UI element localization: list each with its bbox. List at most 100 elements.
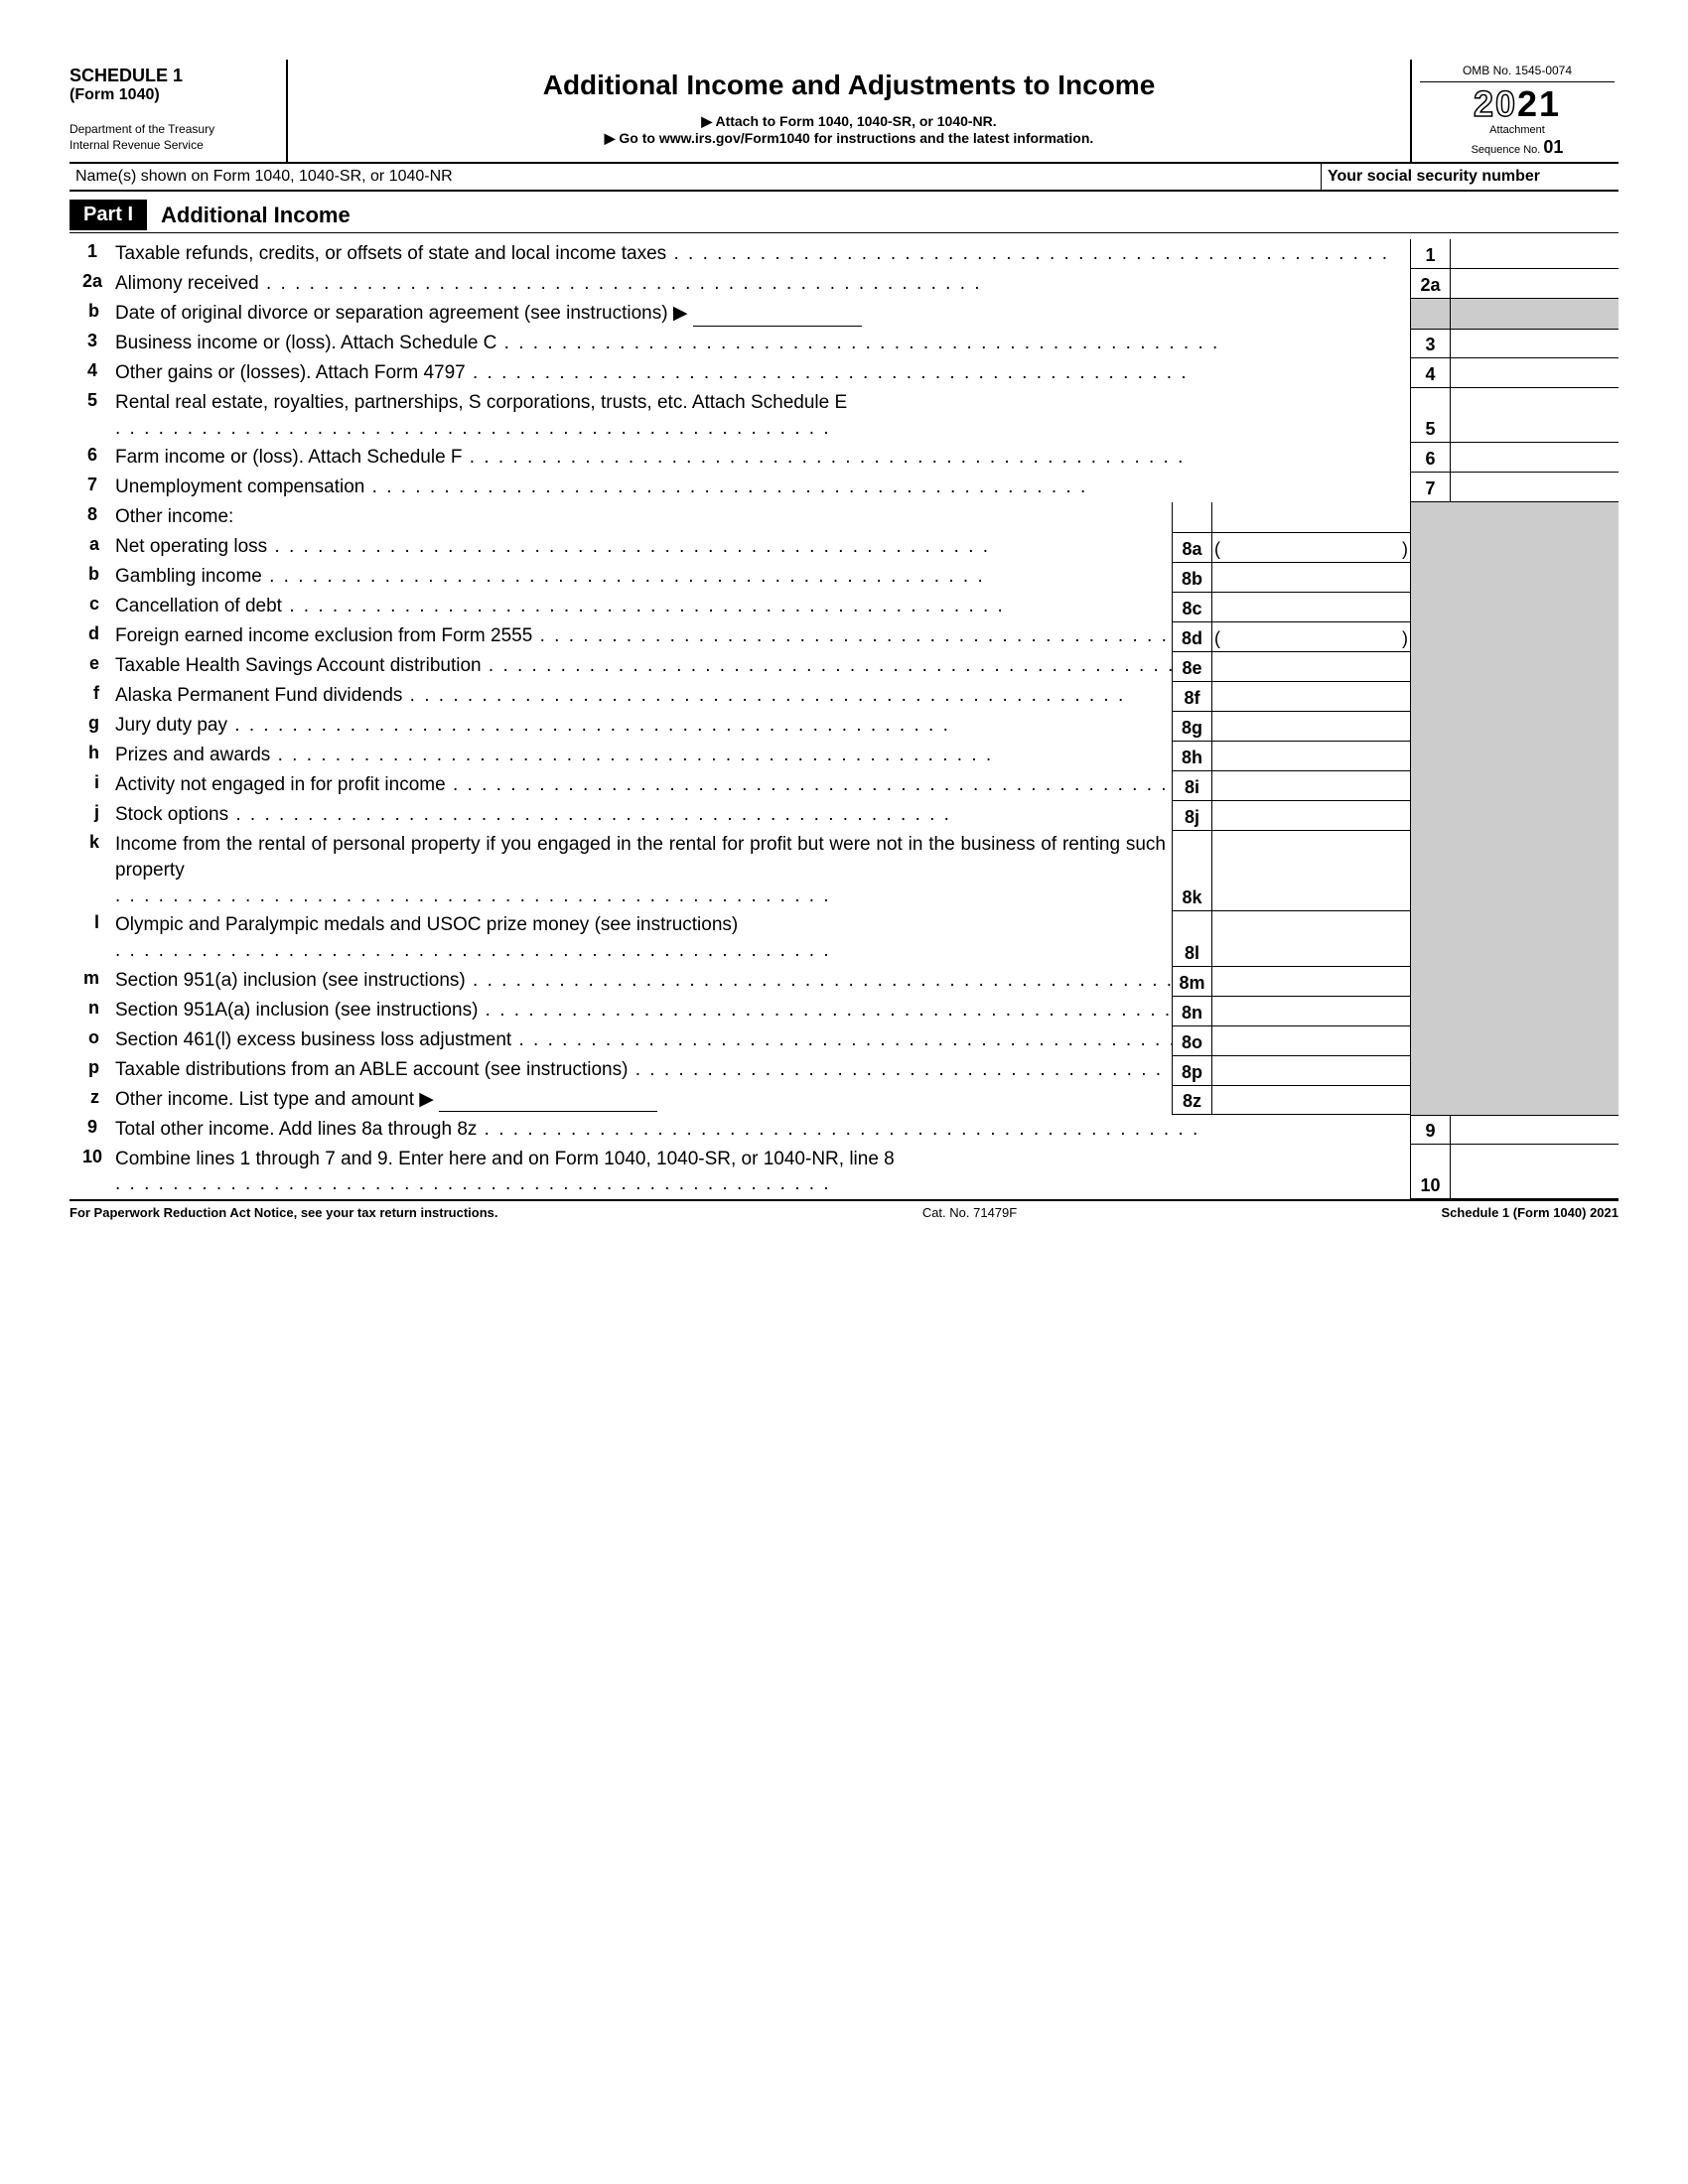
line-8c: cCancellation of debt8c (70, 592, 1618, 621)
amount-field[interactable] (1450, 269, 1618, 299)
amount-field[interactable] (1211, 800, 1410, 830)
amount-field[interactable] (1211, 910, 1410, 965)
amount-box: 3 (1410, 329, 1618, 358)
goto-instruction: ▶ Go to www.irs.gov/Form1040 for instruc… (298, 130, 1400, 147)
gray-amt (1450, 502, 1618, 532)
mid-box: 8i (1172, 770, 1618, 800)
amount-field[interactable] (1211, 830, 1410, 910)
mid-box: 8e (1172, 651, 1618, 681)
box-num: 8o (1172, 1025, 1211, 1055)
line-num: b (70, 299, 115, 322)
box-num: 8i (1172, 770, 1211, 800)
amount-field[interactable]: () (1211, 532, 1410, 562)
amount-field[interactable] (1211, 681, 1410, 711)
form-label: (Form 1040) (70, 86, 278, 104)
other-income-field[interactable] (439, 1092, 657, 1112)
header-right: OMB No. 1545-0074 2021 Attachment Sequen… (1410, 60, 1618, 162)
amount-field[interactable] (1211, 770, 1410, 800)
line-desc: Prizes and awards (115, 741, 1172, 770)
gray-col (1410, 1085, 1450, 1115)
amount-field[interactable] (1211, 592, 1410, 621)
mid-box: 8j (1172, 800, 1618, 830)
attach-instruction: ▶ Attach to Form 1040, 1040-SR, or 1040-… (298, 113, 1400, 130)
footer-right: Schedule 1 (Form 1040) 2021 (1442, 1205, 1618, 1220)
amount-field[interactable] (1450, 1145, 1618, 1199)
line-desc: Section 951(a) inclusion (see instructio… (115, 966, 1172, 996)
box-num: 2a (1410, 269, 1450, 299)
box-num: 8h (1172, 741, 1211, 770)
amount-field[interactable]: () (1211, 621, 1410, 651)
line-desc: Total other income. Add lines 8a through… (115, 1115, 1410, 1145)
mid-box: 8c (1172, 592, 1618, 621)
line-6: 6 Farm income or (loss). Attach Schedule… (70, 443, 1618, 473)
amount-field[interactable] (1450, 388, 1618, 443)
line-desc: Section 951A(a) inclusion (see instructi… (115, 996, 1172, 1025)
amount-field[interactable] (1211, 741, 1410, 770)
box-num: 4 (1410, 358, 1450, 388)
gray-amt (1450, 562, 1618, 592)
gray-col (1410, 800, 1450, 830)
amount-field[interactable] (1211, 1085, 1410, 1115)
amount-field[interactable] (1450, 1115, 1618, 1145)
amount-field[interactable] (1211, 1055, 1410, 1085)
amount-field[interactable] (1211, 651, 1410, 681)
date-field[interactable] (693, 307, 862, 327)
amount-box: 1 (1410, 239, 1618, 269)
line-desc: Gambling income (115, 562, 1172, 592)
box-num: 8b (1172, 562, 1211, 592)
amount-field[interactable] (1211, 562, 1410, 592)
line-desc: Taxable distributions from an ABLE accou… (115, 1055, 1172, 1085)
gray-amt (1450, 1085, 1618, 1115)
amount-field[interactable] (1211, 996, 1410, 1025)
line-num: b (70, 562, 115, 585)
box-num: 8z (1172, 1085, 1211, 1115)
gray-col (1410, 910, 1450, 965)
gray-amt (1450, 651, 1618, 681)
line-num: p (70, 1055, 115, 1078)
line-3: 3 Business income or (loss). Attach Sche… (70, 329, 1618, 358)
footer-center: Cat. No. 71479F (922, 1205, 1017, 1220)
gray-col (1410, 711, 1450, 741)
line-desc: Farm income or (loss). Attach Schedule F (115, 443, 1410, 473)
box-num: 8k (1172, 830, 1211, 910)
dept-line2: Internal Revenue Service (70, 138, 278, 154)
amount-field[interactable] (1450, 329, 1618, 358)
line-desc: Other income. List type and amount ▶ (115, 1085, 1172, 1115)
amount-field[interactable] (1450, 358, 1618, 388)
mid-box: 8m (1172, 966, 1618, 996)
box-num: 1 (1410, 239, 1450, 269)
mid-box: 8d() (1172, 621, 1618, 651)
line-desc: Other gains or (losses). Attach Form 479… (115, 358, 1410, 388)
ssn-field-label[interactable]: Your social security number (1321, 164, 1618, 190)
amount-field[interactable] (1211, 966, 1410, 996)
part-title: Additional Income (161, 203, 351, 228)
line-desc: Business income or (loss). Attach Schedu… (115, 329, 1410, 358)
amount-field[interactable] (1211, 711, 1410, 741)
line-8p: pTaxable distributions from an ABLE acco… (70, 1055, 1618, 1085)
line-desc: Foreign earned income exclusion from For… (115, 621, 1172, 651)
mid-box: 8f (1172, 681, 1618, 711)
amount-box: 2a (1410, 269, 1618, 299)
line-num: 8 (70, 502, 115, 525)
line-num: c (70, 592, 115, 614)
name-ssn-row: Name(s) shown on Form 1040, 1040-SR, or … (70, 164, 1618, 192)
line-7: 7 Unemployment compensation 7 (70, 473, 1618, 502)
amount-field[interactable] (1450, 443, 1618, 473)
mid-box: 8p (1172, 1055, 1618, 1085)
line-num: 1 (70, 239, 115, 262)
mid-box: 8g (1172, 711, 1618, 741)
box-num: 8f (1172, 681, 1211, 711)
line-num: j (70, 800, 115, 823)
line-num: 4 (70, 358, 115, 381)
line-num: i (70, 770, 115, 793)
sequence-number: Sequence No. 01 (1420, 137, 1615, 158)
form-header: SCHEDULE 1 (Form 1040) Department of the… (70, 60, 1618, 164)
line-num: 6 (70, 443, 115, 466)
line-8j: jStock options8j (70, 800, 1618, 830)
amount-field[interactable] (1450, 473, 1618, 502)
line-5: 5 Rental real estate, royalties, partner… (70, 388, 1618, 443)
gray-col (1410, 562, 1450, 592)
amount-field[interactable] (1450, 239, 1618, 269)
name-field-label[interactable]: Name(s) shown on Form 1040, 1040-SR, or … (70, 164, 1321, 190)
amount-field[interactable] (1211, 1025, 1410, 1055)
